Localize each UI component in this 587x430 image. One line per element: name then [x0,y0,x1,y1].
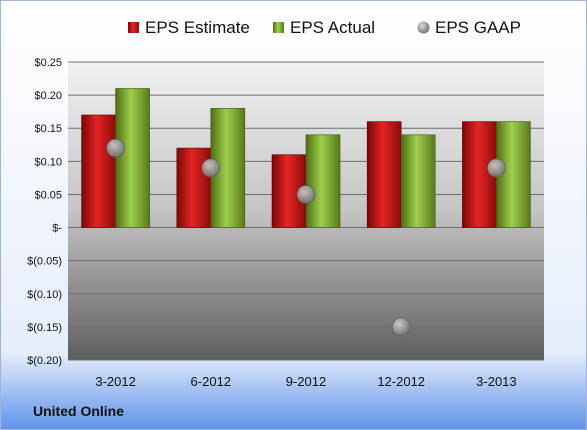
eps-gaap-marker [201,158,221,178]
y-tick-label: $(0.15) [27,322,62,334]
eps-estimate-bar [176,147,212,228]
eps-actual-bar [400,134,436,228]
legend-swatch [273,22,284,33]
eps-gaap-marker [296,185,316,204]
x-tick-label: 6-2012 [191,374,231,389]
y-tick-label: $0.20 [34,90,62,102]
legend-label: EPS Actual [290,18,375,37]
eps-gaap-marker [106,138,125,158]
x-tick-label: 9-2012 [286,374,326,389]
legend-label: EPS GAAP [435,18,521,37]
eps-actual-bar [115,88,150,228]
y-tick-label: $0.10 [34,156,62,168]
eps-estimate-bar [81,114,116,228]
bars [81,88,531,228]
legend-swatch [128,22,139,33]
y-axis-tick-labels: $0.25 $0.20 $0.15 $0.10 $0.05 $- $(0.05) $(0.10… [27,57,62,367]
legend-label: EPS Estimate [145,18,250,37]
y-tick-label: $0.05 [34,189,62,201]
y-tick-label: $(0.05) [27,256,62,268]
y-tick-label: $(0.20) [27,355,62,367]
gaap-markers [106,138,506,337]
y-tick-label: $0.25 [34,57,62,69]
x-tick-label: 3-2012 [95,374,135,389]
y-tick-label: $- [52,223,62,235]
x-axis-tick-labels: 3-2012 6-2012 9-2012 12-2012 3-2013 [95,374,516,389]
y-tick-label: $(0.10) [27,289,62,301]
x-tick-label: 12-2012 [377,374,425,389]
eps-gaap-marker [391,317,411,337]
legend: EPS Estimate EPS Actual EPS GAAP [128,18,521,37]
y-tick-label: $0.15 [34,123,62,135]
footer-label: United Online [33,403,124,419]
legend-swatch [417,21,430,34]
x-tick-label: 3-2013 [476,374,516,389]
eps-actual-bar [305,134,341,228]
eps-gaap-marker [487,158,506,178]
eps-estimate-bar [366,121,402,228]
